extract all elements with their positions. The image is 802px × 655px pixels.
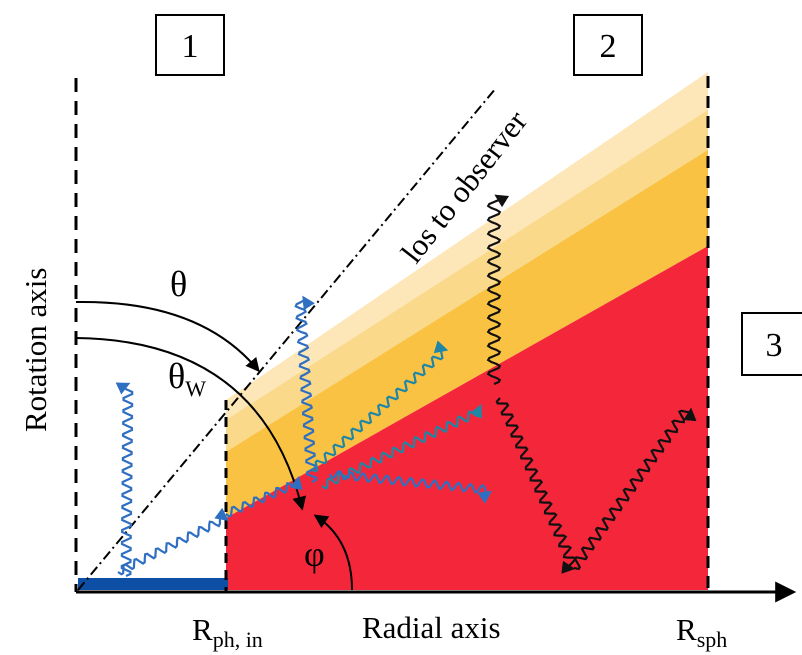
line-of-sight	[77, 87, 497, 591]
photon-region2-horizontal	[329, 470, 492, 504]
r-sph-main: R	[676, 612, 697, 647]
box-3: 3	[741, 312, 802, 376]
box-3-label: 3	[766, 327, 783, 364]
photon-region2-diag-upper	[311, 340, 449, 473]
inner-disk-strip	[78, 578, 228, 590]
photon-region1-into-wind	[225, 475, 303, 518]
box-1-label: 1	[182, 28, 199, 65]
red-region	[226, 246, 708, 590]
theta-w-main: θ	[168, 356, 185, 396]
r-ph-in-sub: ph, in	[213, 627, 263, 652]
photon-region1-vertical	[115, 382, 134, 578]
r-sph-label: Rsph	[676, 612, 727, 652]
box-2: 2	[573, 14, 643, 76]
radial-axis-label: Radial axis	[362, 610, 501, 645]
photon-region1-diagonal	[117, 507, 229, 576]
theta-arc	[75, 300, 260, 373]
box-1: 1	[155, 14, 225, 76]
orange-band	[226, 150, 708, 518]
theta-symbol: θ	[170, 264, 187, 304]
photon-region3-up	[486, 194, 510, 386]
photon-region3-up-right	[573, 407, 697, 571]
theta-w-arc	[75, 337, 307, 511]
r-ph-in-label: Rph, in	[192, 612, 263, 652]
phi-arc	[313, 514, 353, 591]
photon-region3-down	[495, 397, 577, 574]
photon-paths	[115, 194, 697, 578]
r-ph-in-main: R	[192, 612, 213, 647]
rotation-axis-label: Rotation axis	[18, 268, 53, 432]
phi-symbol: φ	[304, 534, 325, 574]
theta-w-sub: W	[185, 376, 206, 401]
box-2-label: 2	[600, 28, 617, 65]
theta-w-symbol: θW	[168, 356, 206, 401]
photon-region2-up	[294, 295, 318, 483]
r-sph-sub: sph	[697, 627, 728, 652]
